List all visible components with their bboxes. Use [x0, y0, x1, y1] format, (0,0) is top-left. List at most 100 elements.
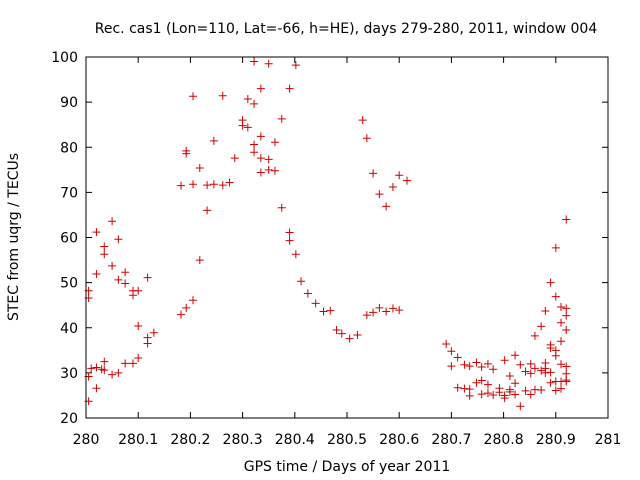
data-point — [291, 61, 300, 70]
data-point — [177, 181, 186, 190]
data-point — [511, 351, 520, 360]
data-point — [388, 304, 397, 313]
y-tick-label: 40 — [60, 321, 78, 337]
data-point — [291, 250, 300, 259]
data-point — [332, 326, 341, 335]
x-axis-label: GPS time / Days of year 2011 — [244, 459, 451, 475]
data-point — [395, 306, 404, 315]
data-point — [551, 292, 560, 301]
data-point — [362, 311, 371, 320]
data-point — [264, 155, 273, 164]
data-point — [203, 181, 212, 190]
data-point — [511, 379, 520, 388]
data-point — [182, 149, 191, 158]
data-point — [87, 364, 96, 373]
data-point — [218, 181, 227, 190]
data-point — [108, 370, 117, 379]
data-point — [203, 206, 212, 215]
data-point — [546, 344, 555, 353]
data-point — [92, 363, 101, 372]
data-point — [388, 182, 397, 191]
data-point — [297, 277, 306, 286]
data-point — [353, 330, 362, 339]
data-point — [189, 180, 198, 189]
data-point — [546, 278, 555, 287]
data-point — [134, 286, 143, 295]
data-point — [209, 136, 218, 145]
x-tick-label: 280 — [73, 432, 100, 448]
y-tick-label: 90 — [60, 95, 78, 111]
data-point — [209, 180, 218, 189]
data-point — [285, 236, 294, 245]
data-point — [442, 339, 451, 348]
data-point — [500, 356, 509, 365]
data-point — [546, 368, 555, 377]
data-point — [114, 368, 123, 377]
chart-title: Rec. cas1 (Lon=110, Lat=-66, h=HE), days… — [95, 21, 598, 37]
data-point — [562, 215, 571, 224]
data-point — [195, 164, 204, 173]
data-point — [256, 132, 265, 141]
data-point — [177, 310, 186, 319]
y-tick-label: 50 — [60, 276, 78, 292]
data-point — [382, 307, 391, 316]
x-tick-label: 280.3 — [223, 432, 263, 448]
data-point — [447, 362, 456, 371]
data-point — [562, 362, 571, 371]
data-point — [453, 353, 462, 362]
data-point — [230, 154, 239, 163]
data-point — [521, 367, 530, 376]
data-point — [218, 91, 227, 100]
data-points — [84, 57, 571, 411]
x-tick-label: 281 — [595, 432, 622, 448]
data-point — [465, 362, 474, 371]
data-point — [453, 383, 462, 392]
data-point — [256, 168, 265, 177]
data-point — [562, 326, 571, 335]
y-tick-label: 60 — [60, 231, 78, 247]
data-point — [264, 59, 273, 68]
y-tick-label: 20 — [60, 411, 78, 427]
data-point — [121, 359, 130, 368]
data-point — [345, 334, 354, 343]
data-point — [477, 363, 486, 372]
data-point — [551, 351, 560, 360]
y-axis-label: STEC from uqrg / TECUs — [6, 153, 22, 321]
data-point — [541, 307, 550, 316]
data-point — [537, 366, 546, 375]
data-point — [483, 359, 492, 368]
data-point — [114, 235, 123, 244]
data-point — [277, 203, 286, 212]
data-point — [108, 261, 117, 270]
x-tick-label: 280.9 — [536, 432, 576, 448]
data-point — [557, 318, 566, 327]
data-point — [516, 360, 525, 369]
data-point — [526, 390, 535, 399]
data-point — [319, 307, 328, 316]
data-point — [477, 376, 486, 385]
data-point — [375, 190, 384, 199]
data-point — [362, 134, 371, 143]
data-point — [243, 94, 252, 103]
data-point — [100, 242, 109, 251]
data-point — [500, 394, 509, 403]
data-point — [382, 202, 391, 211]
y-tick-label: 70 — [60, 185, 78, 201]
data-point — [100, 357, 109, 366]
data-point — [134, 321, 143, 330]
data-point — [537, 322, 546, 331]
data-point — [149, 328, 158, 337]
data-point — [143, 339, 152, 348]
data-point — [264, 165, 273, 174]
data-point — [530, 364, 539, 373]
data-point — [250, 57, 259, 66]
data-point — [250, 148, 259, 157]
data-point — [250, 140, 259, 149]
data-point — [526, 359, 535, 368]
data-point — [134, 353, 143, 362]
data-point — [100, 250, 109, 259]
y-tick-label: 30 — [60, 366, 78, 382]
data-point — [495, 388, 504, 397]
data-point — [121, 268, 130, 277]
data-point — [447, 347, 456, 356]
